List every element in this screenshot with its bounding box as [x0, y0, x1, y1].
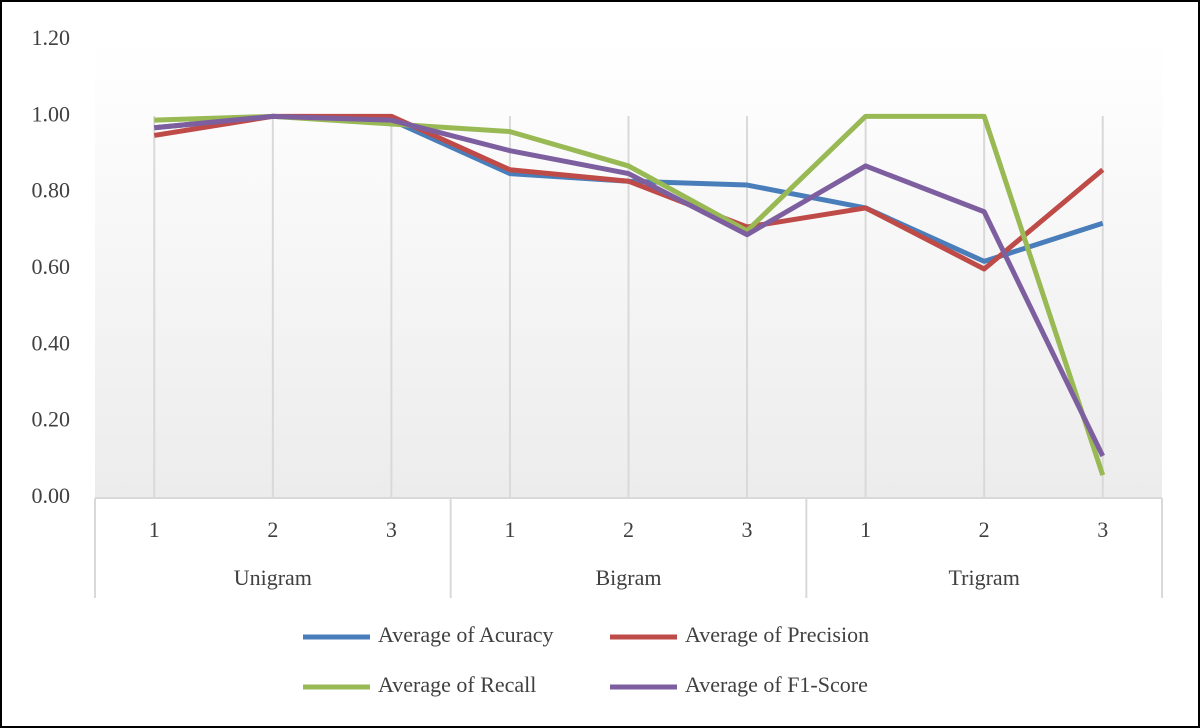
x-tick-label: 1 [149, 517, 160, 542]
y-tick-label: 0.00 [32, 483, 71, 508]
x-tick-label: 3 [1097, 517, 1108, 542]
legend-label: Average of Acuracy [378, 622, 554, 647]
group-label: Unigram [234, 565, 312, 590]
x-tick-label: 1 [860, 517, 871, 542]
y-tick-label: 0.40 [32, 330, 71, 355]
legend-label: Average of Precision [685, 622, 869, 647]
x-tick-label: 1 [504, 517, 515, 542]
series-line [154, 113, 1105, 458]
y-tick-label: 0.20 [32, 407, 71, 432]
y-tick-label: 1.20 [32, 25, 71, 50]
x-tick-label: 2 [623, 517, 634, 542]
legend-label: Average of Recall [378, 672, 536, 697]
legend-label: Average of F1-Score [685, 672, 868, 697]
x-tick-label: 2 [979, 517, 990, 542]
x-tick-label: 3 [742, 517, 753, 542]
y-tick-label: 1.00 [32, 101, 71, 126]
x-tick-label: 2 [267, 517, 278, 542]
x-tick-label: 3 [386, 517, 397, 542]
group-label: Trigram [949, 565, 1020, 590]
y-tick-label: 0.80 [32, 178, 71, 203]
y-tick-label: 0.60 [32, 254, 71, 279]
group-label: Bigram [596, 565, 662, 590]
